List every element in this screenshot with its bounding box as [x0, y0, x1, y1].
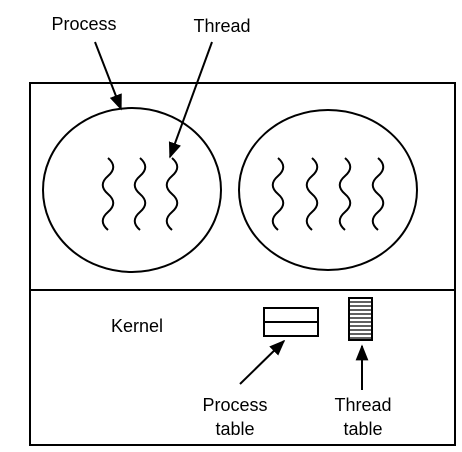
- thread-squiggle: [133, 157, 147, 231]
- thread-label: Thread: [193, 16, 250, 36]
- thread-table-label: table: [343, 419, 382, 439]
- thread-table-label: Thread: [334, 395, 391, 415]
- thread-table-box: [348, 297, 373, 341]
- process-ellipse: [238, 109, 418, 271]
- kernel-label: Kernel: [111, 316, 163, 336]
- arrow: [239, 339, 286, 385]
- thread-squiggle: [371, 157, 385, 231]
- threads: [101, 157, 385, 231]
- process-table-label: Process: [202, 395, 267, 415]
- thread-squiggle: [165, 157, 179, 231]
- arrow: [94, 41, 122, 111]
- address-space-box: [29, 82, 456, 446]
- thread-squiggle: [338, 157, 352, 231]
- thread-squiggle: [271, 157, 285, 231]
- thread-squiggle: [305, 157, 319, 231]
- arrow: [168, 41, 213, 159]
- process-label: Process: [51, 14, 116, 34]
- process-table-label: table: [215, 419, 254, 439]
- process-ellipse: [42, 107, 222, 273]
- thread-squiggle: [101, 157, 115, 231]
- thread-table-rows: [349, 301, 372, 339]
